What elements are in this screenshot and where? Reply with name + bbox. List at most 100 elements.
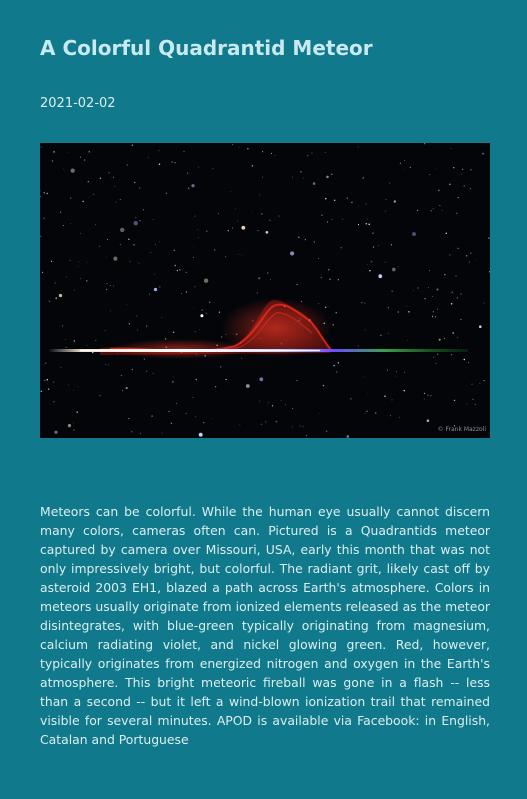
star [475,404,476,405]
star [68,384,69,385]
star [404,372,405,373]
star [175,162,176,163]
star [442,210,443,211]
star [155,244,156,245]
star [187,173,188,174]
star [358,147,359,148]
star [245,355,246,356]
star [461,173,462,174]
star [79,262,80,263]
star [232,228,233,229]
star [302,426,303,427]
star [92,352,93,353]
star [44,380,45,381]
star [84,159,85,160]
star [221,336,222,337]
star [198,237,199,238]
star [336,312,337,313]
star [246,384,250,388]
star [365,329,366,330]
star [143,209,144,210]
star [237,220,238,221]
star [177,270,178,271]
star [307,155,308,156]
star [436,363,437,364]
star [366,411,367,412]
star [347,197,348,198]
star [358,206,359,207]
star [438,190,440,192]
star [328,269,330,271]
star [174,265,175,266]
star [388,307,389,308]
star [292,427,293,428]
star [106,283,107,284]
star [139,220,140,221]
star [136,315,137,316]
star [86,280,87,281]
star [367,394,368,395]
star [469,262,470,263]
star [479,325,482,328]
star [87,345,88,346]
star [99,246,100,247]
star [332,219,333,220]
star [61,367,62,368]
star [417,287,418,288]
star [53,401,54,402]
star [191,184,194,187]
star [146,370,147,371]
star [258,277,260,279]
star [328,306,329,307]
star [361,302,362,303]
star [64,169,65,170]
star [458,197,459,198]
star [128,239,130,241]
star [115,201,116,202]
star [341,247,342,248]
star [134,221,138,225]
star [435,316,436,317]
post-date: 2021-02-02 [40,96,116,111]
star [321,277,322,278]
star [214,249,215,250]
star [262,177,263,178]
star [113,286,114,287]
star [363,377,364,378]
star [100,177,101,178]
star [488,237,489,238]
star [107,239,108,240]
star [265,421,266,422]
star [410,167,411,168]
star [385,211,386,212]
star [300,171,301,172]
star [127,164,128,165]
star [464,185,465,186]
star [47,193,48,194]
star [41,391,43,393]
star [196,379,198,381]
star [188,188,189,189]
star [87,262,88,263]
star [204,279,208,283]
star [272,405,273,406]
star [166,193,168,195]
star [60,212,61,213]
star [314,241,315,242]
star [239,147,240,148]
star [329,279,330,280]
meteor-photo[interactable]: © Frank Mazzoli [40,143,490,438]
star [325,198,327,200]
star [457,337,458,338]
star [93,194,94,195]
star [462,169,463,170]
star [318,258,319,259]
star [350,398,351,399]
star [378,274,382,278]
star [392,399,393,400]
star [390,415,391,416]
star [171,161,172,162]
star [95,340,96,341]
star [451,303,453,305]
star [285,404,286,405]
